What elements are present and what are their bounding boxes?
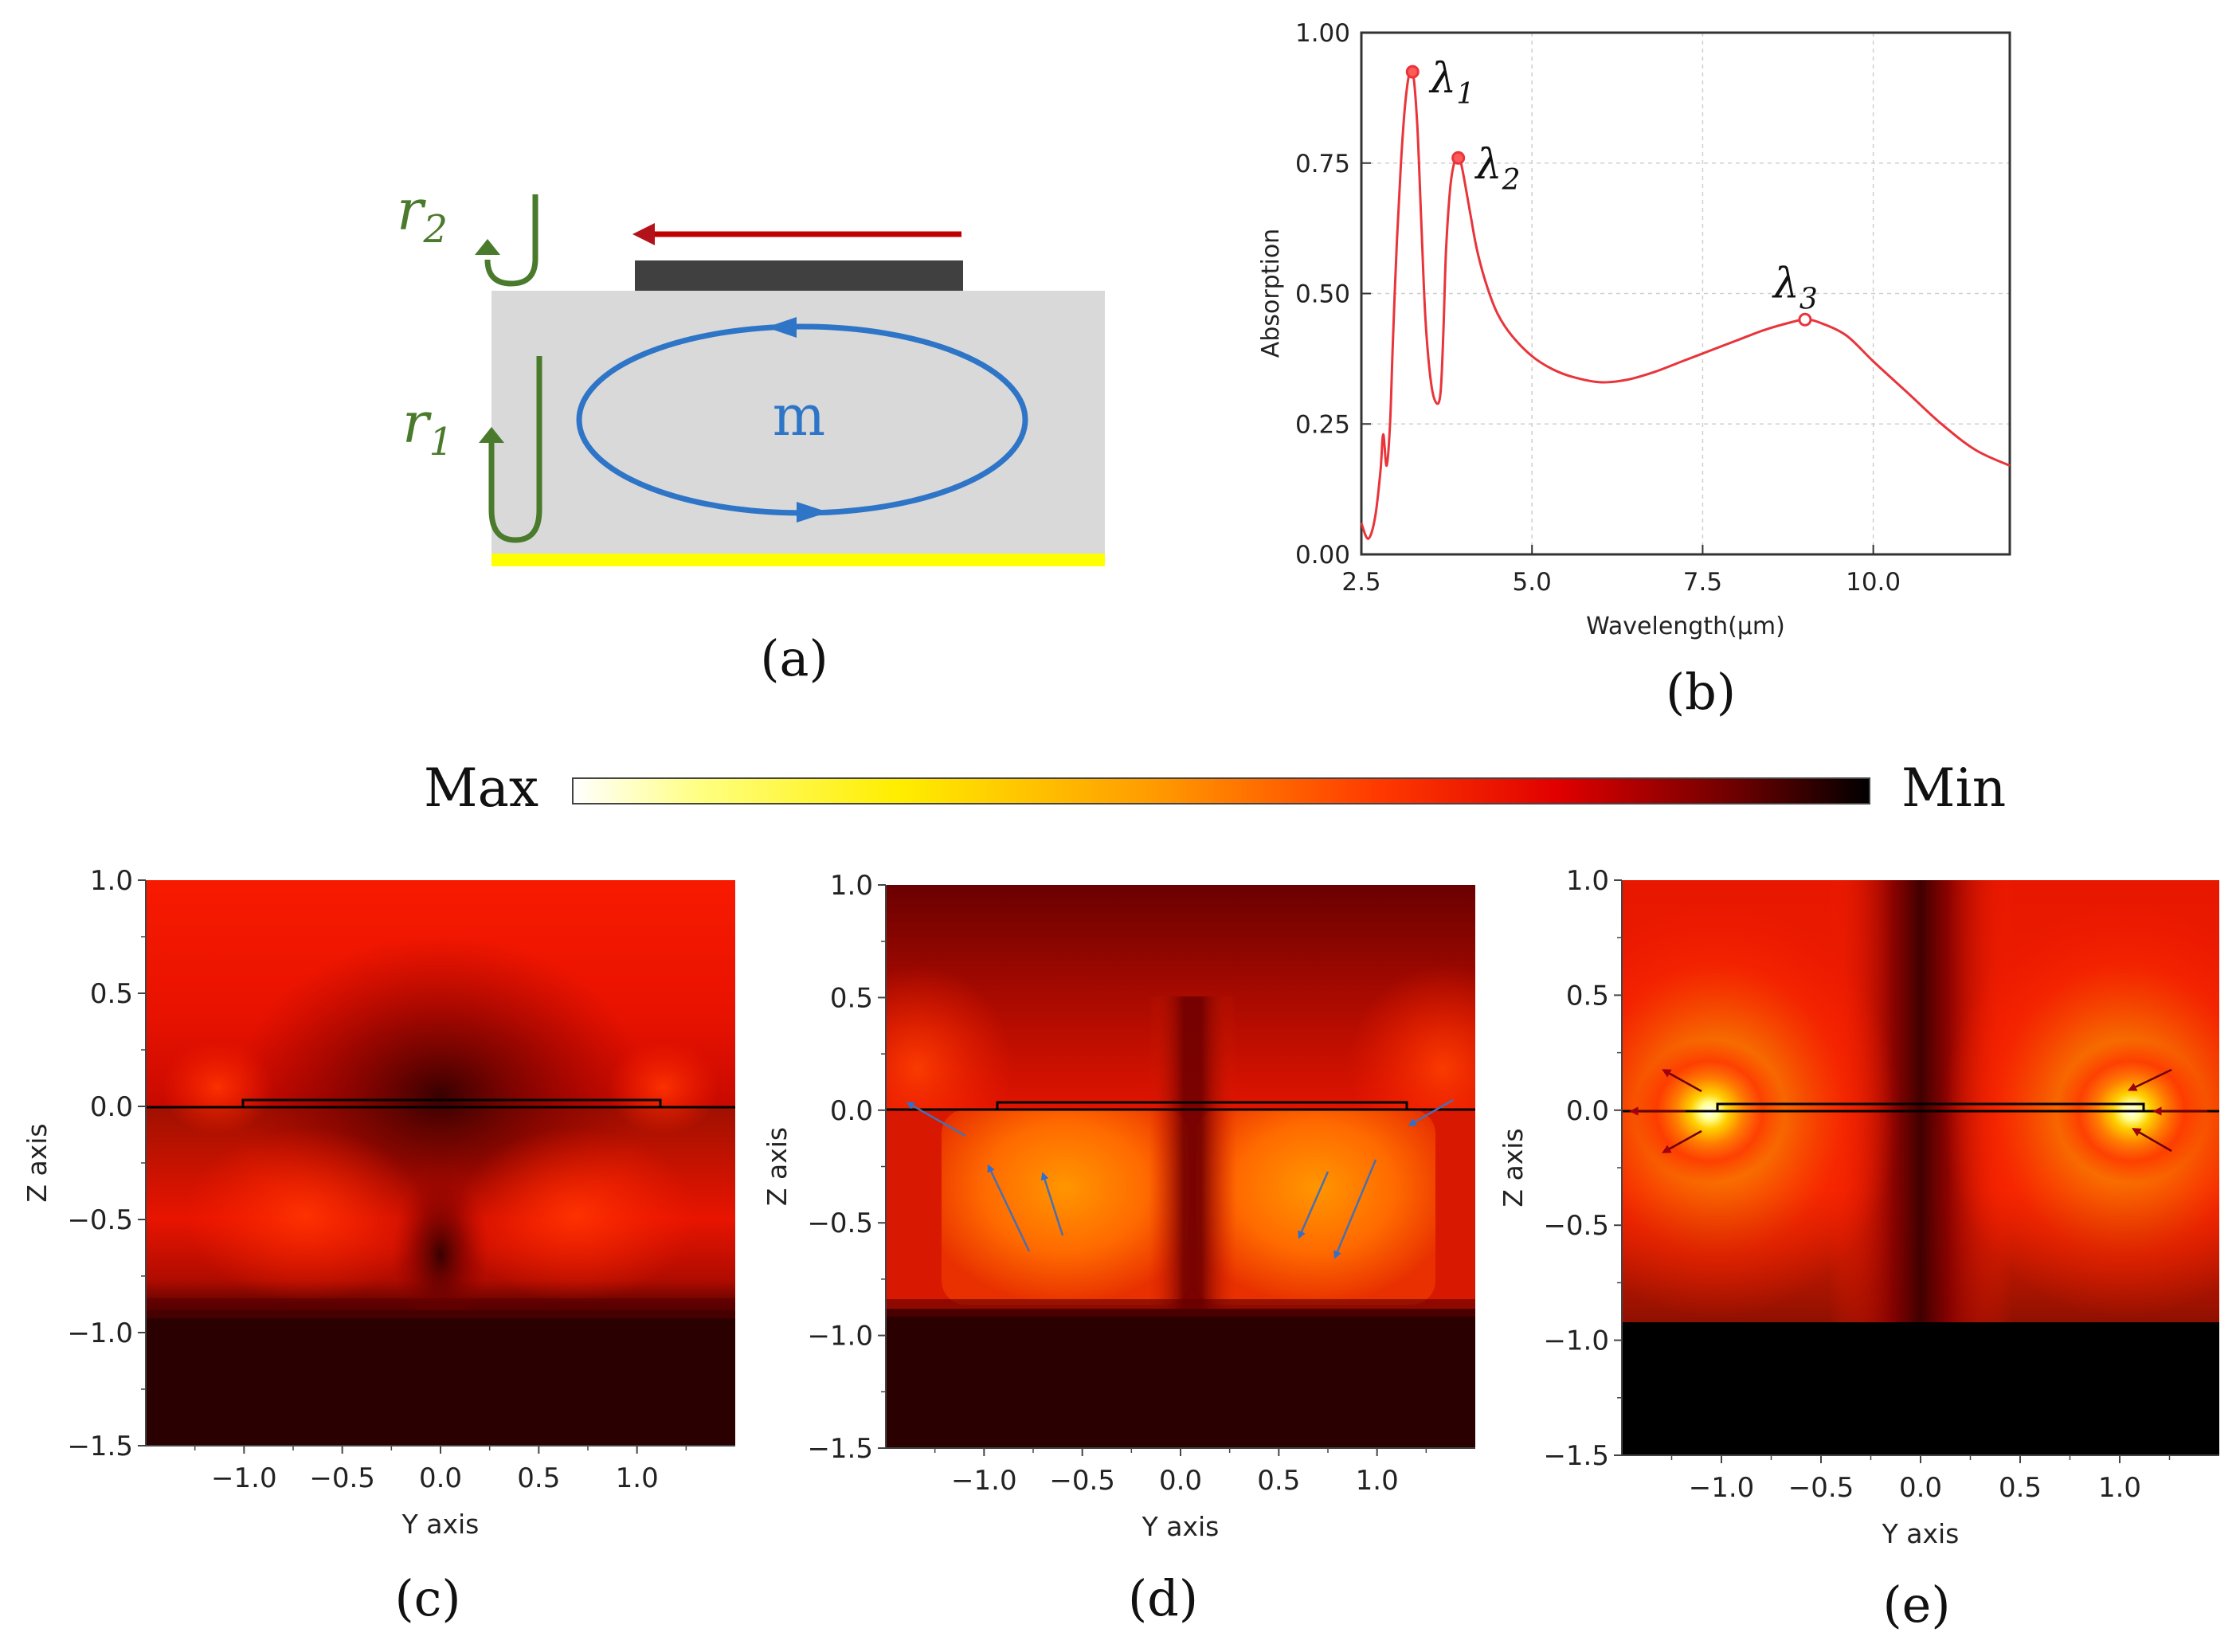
colorbar-min-label: Min <box>1901 757 2006 819</box>
x-tick-label: 0.0 <box>1899 1472 1942 1504</box>
schematic-panel: m r2 r1 (a) <box>397 178 1105 687</box>
y-tick-label: −1.0 <box>67 1317 133 1349</box>
x-tick-label: 0.5 <box>517 1462 560 1494</box>
resonance-marker <box>1451 151 1466 165</box>
caption-c: (c) <box>394 1569 460 1627</box>
x-tick-label: −1.0 <box>951 1465 1017 1497</box>
y-tick-label: 0.0 <box>1566 1095 1609 1127</box>
y-tick-label: 1.0 <box>1566 865 1609 897</box>
y-axis-label: Z axis <box>762 1127 793 1206</box>
r2-reflection-path <box>484 194 538 287</box>
x-tick-label: 7.5 <box>1683 568 1722 597</box>
y-tick-label: 0.50 <box>1295 280 1350 309</box>
x-axis-label: Y axis <box>401 1509 480 1540</box>
x-axis-label: Y axis <box>1142 1511 1220 1542</box>
r1-arrowhead <box>479 427 504 443</box>
y-tick-label: 0.5 <box>830 982 873 1014</box>
colorbar: Max Min <box>424 757 2006 819</box>
r2-label: r2 <box>397 178 448 252</box>
y-tick-label: 1.00 <box>1295 19 1350 48</box>
mode-label: m <box>773 383 825 448</box>
colorbar-gradient <box>572 777 1870 804</box>
heatmap-e-field <box>1622 880 2219 1455</box>
r1-label: r1 <box>402 390 453 464</box>
x-tick-label: 2.5 <box>1341 568 1380 597</box>
x-tick-label: −0.5 <box>1049 1465 1115 1497</box>
y-tick-label: 0.5 <box>90 978 133 1010</box>
y-axis-label: Z axis <box>1498 1128 1529 1207</box>
heatmap-e: 1.0 0.5 0.0 −0.5 −1.0 −1.5 −1.0 −0.5 0.0 0.5 1.0 Y … <box>1498 865 2219 1634</box>
r2-arrowhead <box>475 239 500 255</box>
y-tick-label: −1.5 <box>1543 1440 1609 1472</box>
x-tick-label: 0.5 <box>1999 1472 2042 1504</box>
displacement-arrows <box>906 1098 1454 1259</box>
x-tick-label: −1.0 <box>1689 1472 1755 1504</box>
y-tick-label: 0.0 <box>90 1091 133 1123</box>
chart-ticks: 0.00 0.25 0.50 0.75 1.00 2.5 5.0 7.5 10.0 <box>1295 19 1901 597</box>
x-tick-label: 1.0 <box>2098 1472 2141 1504</box>
x-tick-label: 10.0 <box>1846 568 1901 597</box>
caption-b: (b) <box>1666 663 1736 721</box>
y-tick-label: 0.25 <box>1295 410 1350 439</box>
current-arrows <box>1629 1068 2207 1153</box>
x-tick-label: −1.0 <box>211 1462 277 1494</box>
y-tick-label: 0.0 <box>830 1095 873 1127</box>
caption-a: (a) <box>760 629 828 687</box>
y-tick-label: 0.75 <box>1295 150 1350 178</box>
y-tick-label: −1.5 <box>67 1431 133 1462</box>
loop-arrow-top <box>766 317 797 338</box>
y-tick-label: −0.5 <box>67 1204 133 1236</box>
resonance-marker <box>1798 312 1812 327</box>
heatmap-c-field <box>146 880 735 1446</box>
y-tick-label: 0.00 <box>1295 541 1350 570</box>
heatmap-d: 1.0 0.5 0.0 −0.5 −1.0 −1.5 −1.0 −0.5 0.0 0.5 1.0 Y … <box>762 870 1475 1627</box>
y-axis-label: Z axis <box>22 1123 53 1202</box>
x-axis-label: Y axis <box>1882 1518 1960 1549</box>
y-tick-label: 1.0 <box>90 865 133 897</box>
y-tick-label: 0.5 <box>1566 980 1609 1012</box>
x-tick-label: −0.5 <box>1788 1472 1854 1504</box>
chart-y-axis-label: Absorption <box>1257 229 1285 358</box>
chart-grid <box>1361 32 2010 555</box>
caption-e: (e) <box>1882 1576 1950 1634</box>
caption-d: (d) <box>1128 1569 1198 1627</box>
x-tick-label: 0.0 <box>419 1462 462 1494</box>
x-tick-label: 5.0 <box>1513 568 1552 597</box>
r1-reflection-path <box>488 356 542 543</box>
y-tick-label: −1.5 <box>807 1433 873 1465</box>
x-tick-label: 1.0 <box>1356 1465 1399 1497</box>
y-tick-label: −0.5 <box>1543 1210 1609 1242</box>
resonance-label: λ1 <box>1428 55 1474 111</box>
x-tick-label: −0.5 <box>309 1462 375 1494</box>
x-tick-label: 0.5 <box>1257 1465 1300 1497</box>
resonance-label: λ3 <box>1772 260 1818 315</box>
metal-strip <box>635 260 963 291</box>
resonance-marker <box>1405 65 1420 79</box>
x-tick-label: 0.0 <box>1159 1465 1202 1497</box>
y-tick-label: 1.0 <box>830 870 873 902</box>
resonance-label: λ2 <box>1474 141 1521 197</box>
x-tick-label: 1.0 <box>616 1462 659 1494</box>
loop-arrow-bottom <box>797 502 828 523</box>
y-tick-label: −0.5 <box>807 1208 873 1239</box>
absorption-series-line <box>1360 68 2011 540</box>
chart-x-axis-label: Wavelength(μm) <box>1586 613 1785 640</box>
heatmap-d-field <box>886 885 1475 1448</box>
y-tick-label: −1.0 <box>1543 1325 1609 1357</box>
heatmap-c: 1.0 0.5 0.0 −0.5 −1.0 −1.5 −1.0 −0.5 0.0 0.5 1.0 Y … <box>22 865 735 1627</box>
y-tick-label: −1.0 <box>807 1321 873 1353</box>
colorbar-max-label: Max <box>424 757 538 819</box>
ground-plane <box>491 554 1105 566</box>
